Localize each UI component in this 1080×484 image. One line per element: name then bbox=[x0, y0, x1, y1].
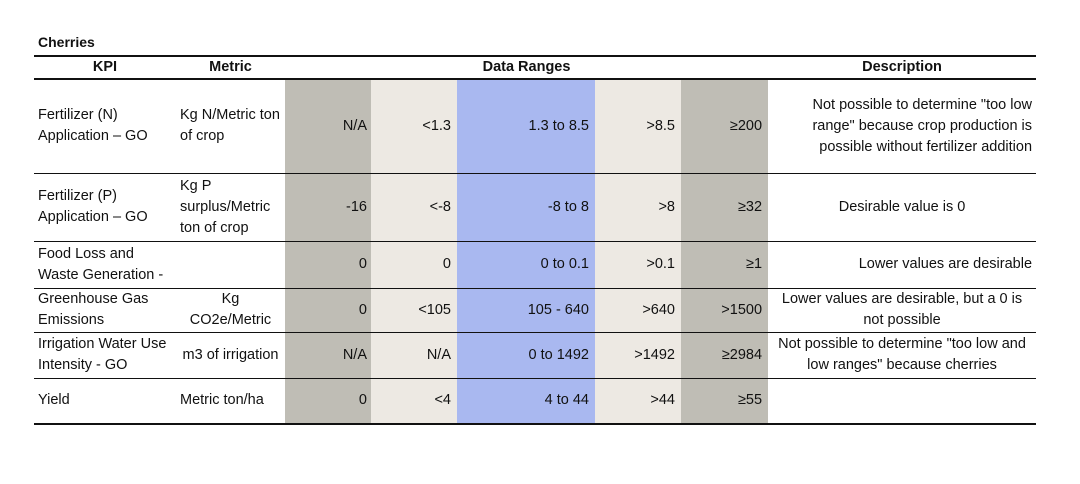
range-very-high-cell: ≥55 bbox=[681, 378, 769, 425]
metric-cell bbox=[176, 241, 285, 289]
range-high-cell: >1492 bbox=[595, 332, 681, 379]
range-very-low-cell: N/A bbox=[285, 332, 371, 379]
metric-cell: Kg N/Metric ton of crop bbox=[176, 79, 285, 174]
range-desirable-cell: 0 to 1492 bbox=[457, 332, 595, 379]
range-very-high-cell: >1500 bbox=[681, 288, 769, 333]
metric-cell-text: Kg CO2e/Metric bbox=[189, 291, 272, 328]
metric-cell: m3 of irrigation bbox=[176, 332, 285, 379]
range-high-cell: >44 bbox=[595, 378, 681, 425]
kpi-cell-text: Food Loss and Waste Generation - bbox=[38, 245, 164, 283]
range-low-cell: <4 bbox=[371, 378, 457, 425]
table-row: Fertilizer (N) Application – GO Kg N/Met… bbox=[34, 79, 1037, 174]
range-desirable-cell: -8 to 8 bbox=[457, 173, 595, 242]
table-row: Greenhouse Gas Emissions Kg CO2e/Metric … bbox=[34, 288, 1037, 333]
table-row: Irrigation Water Use Intensity - GO m3 o… bbox=[34, 332, 1037, 379]
range-desirable-cell: 105 - 640 bbox=[457, 288, 595, 333]
range-high-cell: >8 bbox=[595, 173, 681, 242]
kpi-cell: Fertilizer (P) Application – GO bbox=[34, 173, 176, 242]
kpi-cell: Greenhouse Gas Emissions bbox=[34, 288, 176, 333]
range-low-cell: <105 bbox=[371, 288, 457, 333]
range-very-high-cell: ≥1 bbox=[681, 241, 769, 289]
description-cell: Not possible to determine "too low range… bbox=[768, 79, 1037, 174]
metric-cell: Kg CO2e/Metric bbox=[176, 288, 285, 333]
range-low-cell: <-8 bbox=[371, 173, 457, 242]
range-very-high-cell: ≥200 bbox=[681, 79, 769, 174]
range-very-low-cell: -16 bbox=[285, 173, 371, 242]
kpi-table: KPI Metric Data Ranges Description Ferti… bbox=[34, 55, 1037, 425]
header-description: Description bbox=[768, 55, 1037, 80]
metric-cell: Metric ton/ha bbox=[176, 378, 285, 425]
description-cell: Lower values are desirable bbox=[768, 241, 1037, 289]
table-row: Yield Metric ton/ha 0 <4 4 to 44 >44 ≥55 bbox=[34, 378, 1037, 425]
range-high-cell: >0.1 bbox=[595, 241, 681, 289]
range-desirable-cell: 0 to 0.1 bbox=[457, 241, 595, 289]
header-row: KPI Metric Data Ranges Description bbox=[34, 55, 1037, 80]
range-low-cell: N/A bbox=[371, 332, 457, 379]
table-row: Fertilizer (P) Application – GO Kg P sur… bbox=[34, 173, 1037, 242]
range-very-low-cell: 0 bbox=[285, 378, 371, 425]
metric-cell: Kg P surplus/Metric ton of crop bbox=[176, 173, 285, 242]
kpi-cell: Irrigation Water Use Intensity - GO bbox=[34, 332, 176, 379]
range-low-cell: 0 bbox=[371, 241, 457, 289]
description-cell: Desirable value is 0 bbox=[768, 173, 1037, 242]
description-cell: Not possible to determine "too low and l… bbox=[768, 332, 1037, 379]
range-high-cell: >8.5 bbox=[595, 79, 681, 174]
range-desirable-cell: 4 to 44 bbox=[457, 378, 595, 425]
range-very-high-cell: ≥2984 bbox=[681, 332, 769, 379]
table-title: Cherries bbox=[38, 34, 95, 50]
range-very-low-cell: 0 bbox=[285, 241, 371, 289]
kpi-cell: Fertilizer (N) Application – GO bbox=[34, 79, 176, 174]
range-very-low-cell: 0 bbox=[285, 288, 371, 333]
header-kpi: KPI bbox=[34, 55, 176, 80]
kpi-cell: Yield bbox=[34, 378, 176, 425]
description-cell: Lower values are desirable, but a 0 is n… bbox=[768, 288, 1037, 333]
range-high-cell: >640 bbox=[595, 288, 681, 333]
range-very-low-cell: N/A bbox=[285, 79, 371, 174]
range-very-high-cell: ≥32 bbox=[681, 173, 769, 242]
range-desirable-cell: 1.3 to 8.5 bbox=[457, 79, 595, 174]
range-low-cell: <1.3 bbox=[371, 79, 457, 174]
kpi-cell: Food Loss and Waste Generation - bbox=[34, 241, 176, 289]
header-metric: Metric bbox=[176, 55, 285, 80]
header-data-ranges: Data Ranges bbox=[285, 55, 769, 80]
table-row: Food Loss and Waste Generation - 0 0 0 t… bbox=[34, 241, 1037, 289]
description-cell bbox=[768, 378, 1037, 425]
